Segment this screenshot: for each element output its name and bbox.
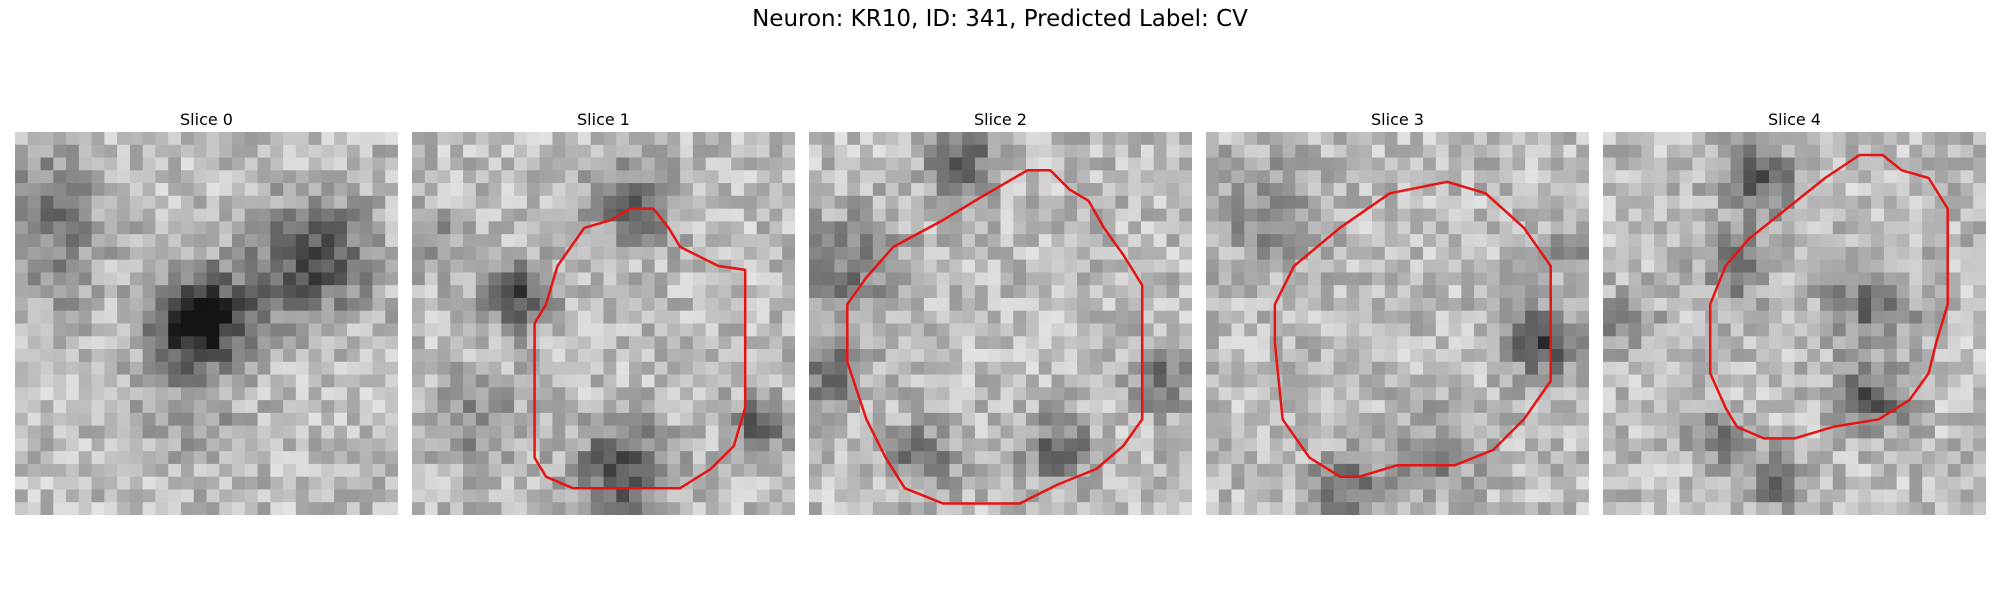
segmentation-contour <box>533 207 747 490</box>
pixel-grid <box>412 132 795 515</box>
slice-image <box>809 132 1192 515</box>
pixel-grid <box>1206 132 1589 515</box>
slice-image <box>15 132 398 515</box>
pixel-grid <box>809 132 1192 515</box>
slice-panel-0: Slice 0 <box>15 108 398 515</box>
slice-image <box>1603 132 1986 515</box>
segmentation-contour <box>1708 153 1949 440</box>
segmentation-contour <box>1273 180 1552 478</box>
slice-title: Slice 3 <box>1371 110 1424 129</box>
figure-title: Neuron: KR10, ID: 341, Predicted Label: … <box>752 6 1248 32</box>
segmentation-contour <box>846 169 1144 505</box>
slice-image <box>412 132 795 515</box>
slice-title: Slice 0 <box>180 110 233 129</box>
slice-panel-4: Slice 4 <box>1603 108 1986 515</box>
slice-title: Slice 4 <box>1768 110 1821 129</box>
slice-panel-1: Slice 1 <box>412 108 795 515</box>
pixel-grid <box>1603 132 1986 515</box>
slice-image <box>1206 132 1589 515</box>
slice-panel-2: Slice 2 <box>809 108 1192 515</box>
slice-title: Slice 2 <box>974 110 1027 129</box>
slice-panel-3: Slice 3 <box>1206 108 1589 515</box>
pixel-grid <box>15 132 398 515</box>
slice-title: Slice 1 <box>577 110 630 129</box>
